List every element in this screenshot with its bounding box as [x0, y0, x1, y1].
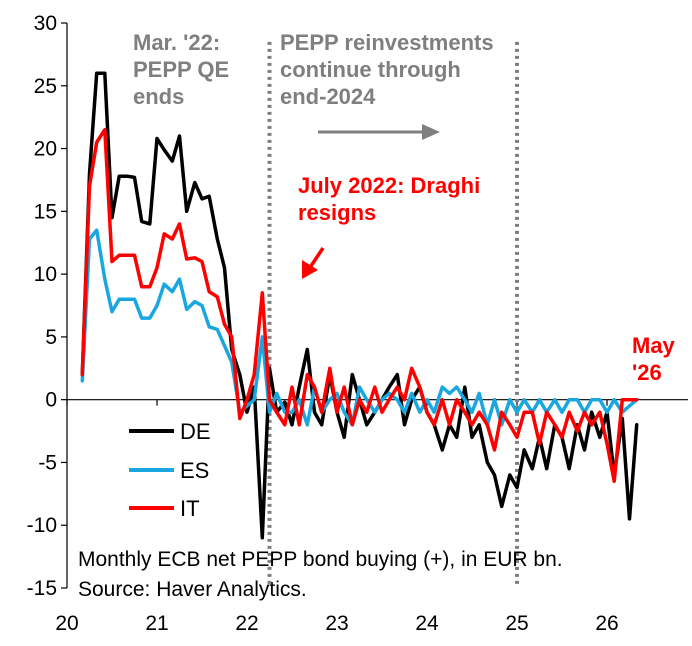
- y-tick-label: 10: [34, 263, 57, 286]
- annotation-may-26-line: '26: [632, 360, 662, 385]
- annotation-pepp-reinvestments-line: PEPP reinvestments: [280, 30, 494, 55]
- annotation-draghi-resigns-line: resigns: [298, 200, 376, 225]
- y-tick-label: 20: [34, 138, 57, 161]
- y-tick-label: 0: [45, 389, 57, 412]
- y-tick-label: 25: [34, 75, 57, 98]
- note: Monthly ECB net PEPP bond buying (+), in…: [78, 548, 563, 601]
- x-tick-label: 24: [415, 612, 439, 635]
- series-line-es: [80, 228, 639, 427]
- y-tick-label: 30: [34, 12, 57, 35]
- gray-arrow-head: [422, 124, 440, 140]
- legend-label-de: DE: [180, 419, 211, 444]
- vertical-markers: [267, 41, 519, 585]
- annotations: Mar. '22: PEPP QE ends PEPP reinvestments co…: [133, 30, 676, 385]
- annotation-pepp-qe-ends-line: PEPP QE: [133, 57, 229, 82]
- legend-label-it: IT: [180, 496, 200, 521]
- arrows: [302, 124, 440, 279]
- y-tick-label: -15: [27, 577, 57, 600]
- y-tick-label: -10: [27, 514, 57, 537]
- annotation-pepp-qe-ends: Mar. '22: PEPP QE ends: [133, 30, 229, 109]
- x-tick-label: 22: [235, 612, 258, 635]
- y-tick-label: 15: [34, 200, 57, 223]
- annotation-pepp-reinvestments: PEPP reinvestments continue through end-20…: [280, 30, 494, 109]
- x-tick-label: 23: [325, 612, 348, 635]
- annotation-pepp-reinvestments-line: end-2024: [280, 84, 376, 109]
- legend: DE ES IT: [129, 419, 211, 521]
- y-tick-label: -5: [38, 451, 57, 474]
- x-tick-label: 21: [145, 612, 168, 635]
- annotation-may-26: May '26: [632, 333, 676, 385]
- legend-label-es: ES: [180, 458, 209, 483]
- annotation-pepp-reinvestments-line: continue through: [280, 57, 461, 82]
- x-tick-label: 26: [595, 612, 618, 635]
- annotation-may-26-line: May: [632, 333, 676, 358]
- note-line: Source: Haver Analytics.: [78, 578, 307, 601]
- annotation-draghi-resigns-line: July 2022: Draghi: [298, 173, 480, 198]
- series-line-it: [80, 127, 639, 484]
- annotation-pepp-qe-ends-line: ends: [133, 84, 184, 109]
- red-arrow-head: [302, 260, 318, 279]
- annotation-draghi-resigns: July 2022: Draghi resigns: [298, 173, 480, 225]
- axes: -15 -10 -5 0 5 10 15 20 25 30 20 21 22 23 24 25 26: [27, 12, 688, 635]
- y-tick-label: 5: [45, 326, 57, 349]
- series-lines: [80, 71, 639, 540]
- x-tick-label: 25: [505, 612, 528, 635]
- red-arrow-shaft: [309, 247, 325, 267]
- x-tick-label: 20: [55, 612, 78, 635]
- note-line: Monthly ECB net PEPP bond buying (+), in…: [78, 548, 563, 571]
- annotation-pepp-qe-ends-line: Mar. '22:: [133, 30, 220, 55]
